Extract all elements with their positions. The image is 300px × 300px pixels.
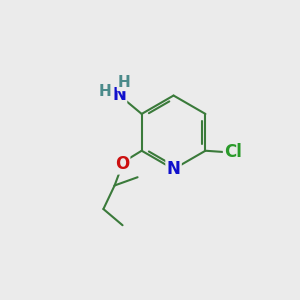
Text: N: N: [112, 86, 126, 104]
Text: O: O: [115, 155, 129, 173]
Text: H: H: [118, 75, 131, 90]
Text: N: N: [167, 160, 181, 178]
Text: Cl: Cl: [224, 143, 242, 161]
Text: H: H: [98, 84, 111, 99]
